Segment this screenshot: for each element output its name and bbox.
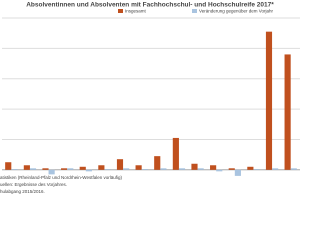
bar: [23, 165, 30, 170]
legend-label: Insgesamt: [125, 9, 147, 14]
chart-title: Absolventinnen und Absolventen mit Fachh…: [26, 2, 274, 9]
bar: [29, 168, 37, 170]
bar: [61, 168, 68, 170]
bar: [284, 54, 291, 170]
bar: [191, 163, 198, 170]
bar: [67, 168, 74, 170]
bar: [247, 166, 254, 170]
bar: [172, 137, 179, 170]
bar: [290, 168, 297, 170]
bar: [160, 168, 167, 170]
bar: [42, 168, 49, 170]
footnote: atistiken (Rheinland-Pfalz und Nordrhein…: [0, 175, 122, 180]
legend-label: Veränderung gegenüber dem Vorjahr: [199, 9, 274, 14]
bar: [210, 165, 217, 170]
legend-swatch: [118, 9, 123, 13]
bar: [228, 168, 235, 170]
bar: [178, 168, 186, 170]
bar: [265, 31, 273, 170]
bar: [5, 162, 12, 170]
bar: [123, 168, 130, 170]
bar: [135, 165, 142, 170]
legend-swatch: [192, 9, 197, 13]
footnote: uellen: Ergebnisse des Vorjahres.: [0, 182, 67, 187]
bar: [253, 169, 260, 170]
bar: [104, 169, 111, 170]
bar: [79, 166, 86, 170]
bar: [11, 169, 18, 170]
footnote: hulabgang 2015/2016.: [0, 189, 45, 194]
bar: [272, 168, 279, 170]
bar: [154, 156, 161, 170]
bar: [197, 168, 204, 170]
bar: [216, 169, 223, 172]
bar: [141, 169, 148, 170]
bar: [85, 169, 92, 172]
bar: [48, 169, 55, 175]
chart: Absolventinnen und Absolventen mit Fachh…: [0, 2, 300, 194]
bar: [98, 165, 105, 170]
bar: [234, 169, 241, 176]
bar: [116, 159, 124, 170]
